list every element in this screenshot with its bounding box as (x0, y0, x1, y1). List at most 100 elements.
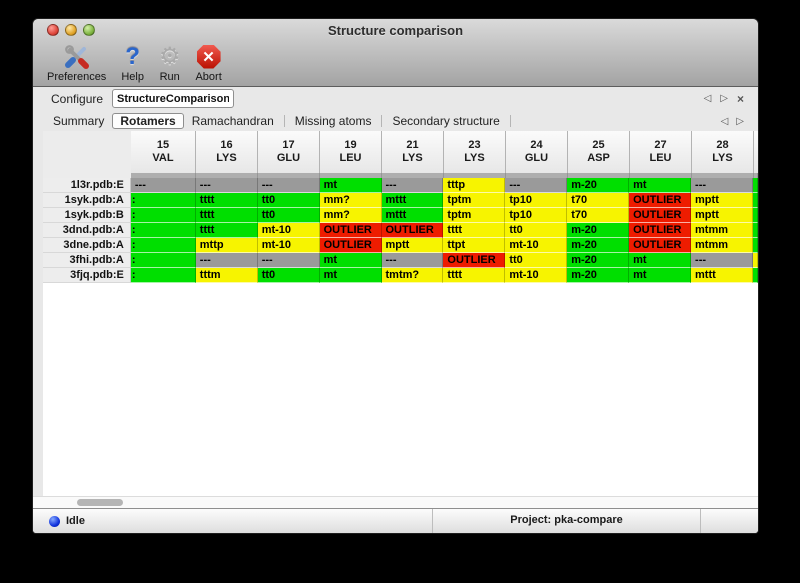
rotamer-cell[interactable]: mt (629, 178, 692, 193)
prev-tab-icon[interactable]: ◁ (720, 115, 729, 127)
rotamer-cell[interactable]: ttpt (443, 238, 506, 253)
rotamer-cell[interactable]: : (130, 193, 196, 208)
rotamer-cell-clipped[interactable] (752, 223, 758, 238)
column-header[interactable]: 19 LEU (320, 131, 382, 173)
column-header[interactable]: 24 GLU (506, 131, 568, 173)
rotamer-cell[interactable]: mttt (381, 193, 444, 208)
rotamer-cell[interactable]: tttt (195, 208, 258, 223)
rotamer-cell-clipped[interactable] (752, 193, 758, 208)
rotamer-cell-clipped[interactable] (752, 208, 758, 223)
rotamer-cell[interactable]: OUTLIER (629, 238, 692, 253)
rotamer-cell[interactable]: OUTLIER (629, 208, 692, 223)
rotamer-cell[interactable]: mm? (319, 193, 382, 208)
rotamer-cell[interactable]: : (130, 253, 196, 268)
rotamer-cell[interactable]: tp10 (505, 208, 568, 223)
rotamer-cell[interactable]: OUTLIER (319, 223, 382, 238)
rotamer-cell[interactable]: mptt (691, 208, 753, 223)
rotamer-cell[interactable]: mt-10 (257, 238, 320, 253)
rotamer-cell[interactable]: mttp (195, 238, 258, 253)
rotamer-cell[interactable]: mt-10 (505, 238, 568, 253)
rotamer-cell[interactable]: mt (319, 253, 382, 268)
run-button[interactable]: ⚙ Run (159, 42, 181, 83)
column-header[interactable]: 23 LYS (444, 131, 506, 173)
rotamer-cell[interactable]: : (130, 223, 196, 238)
column-header[interactable]: 15 VAL (131, 131, 196, 173)
tab-missing-atoms[interactable]: Missing atoms (294, 114, 372, 128)
rotamer-cell[interactable]: mttt (691, 268, 753, 283)
rotamer-cell[interactable]: OUTLIER (443, 253, 506, 268)
rotamer-cell[interactable]: tttt (443, 223, 506, 238)
rotamer-cell[interactable]: OUTLIER (629, 193, 692, 208)
rotamer-cell[interactable]: mt (319, 178, 382, 193)
rotamer-cell[interactable]: t70 (567, 193, 630, 208)
column-header[interactable]: 25 ASP (568, 131, 630, 173)
column-header[interactable]: 27 LEU (630, 131, 692, 173)
rotamer-cell[interactable]: tt0 (505, 223, 568, 238)
rotamer-cell[interactable]: mt-10 (257, 223, 320, 238)
close-configuration-icon[interactable]: × (736, 91, 744, 106)
rotamer-cell-clipped[interactable] (752, 238, 758, 253)
scrollbar-thumb[interactable] (77, 499, 123, 506)
rotamer-cell[interactable]: tt0 (257, 193, 320, 208)
column-header[interactable]: 16 LYS (196, 131, 258, 173)
row-label[interactable]: 3dnd.pdb:A (43, 223, 131, 238)
row-label[interactable]: 3fjq.pdb:E (43, 268, 131, 283)
rotamer-cell[interactable]: : (130, 238, 196, 253)
next-tab-icon[interactable]: ▷ (736, 115, 744, 127)
rotamer-cell[interactable]: tttm (195, 268, 258, 283)
rotamer-cell[interactable]: m-20 (567, 178, 630, 193)
rotamer-cell[interactable]: m-20 (567, 253, 630, 268)
rotamer-cell[interactable]: mtmm (691, 223, 753, 238)
column-header[interactable]: 28 LYS (692, 131, 754, 173)
rotamer-cell[interactable]: tt0 (257, 208, 320, 223)
rotamer-cell[interactable]: OUTLIER (629, 223, 692, 238)
rotamer-cell[interactable]: tp10 (505, 193, 568, 208)
prev-configuration-icon[interactable]: ◁ (703, 93, 712, 104)
configure-name-input[interactable] (112, 89, 235, 108)
rotamer-cell-clipped[interactable] (752, 178, 758, 193)
rotamer-cell[interactable]: mt (319, 268, 382, 283)
rotamer-cell[interactable]: mttt (381, 208, 444, 223)
rotamer-cell[interactable]: tttt (195, 223, 258, 238)
rotamer-cell[interactable]: --- (691, 253, 753, 268)
row-label[interactable]: 1syk.pdb:B (43, 208, 131, 223)
row-label[interactable]: 3dne.pdb:A (43, 238, 131, 253)
row-label[interactable]: 3fhi.pdb:A (43, 253, 131, 268)
rotamer-cell[interactable]: mtmm (691, 238, 753, 253)
rotamer-cell[interactable]: tptm (443, 193, 506, 208)
row-label[interactable]: 1syk.pdb:A (43, 193, 131, 208)
rotamer-cell[interactable]: tttt (195, 193, 258, 208)
rotamer-cell[interactable]: : (130, 208, 196, 223)
row-label[interactable]: 1l3r.pdb:E (43, 178, 131, 193)
tab-secondary-structure[interactable]: Secondary structure (392, 114, 500, 128)
tab-rotamers[interactable]: Rotamers (112, 113, 184, 129)
column-header[interactable]: 17 GLU (258, 131, 320, 173)
rotamer-cell[interactable]: : (130, 268, 196, 283)
rotamer-cell[interactable]: mt (629, 253, 692, 268)
rotamer-cell[interactable]: --- (505, 178, 568, 193)
rotamer-cell[interactable]: tt0 (505, 253, 568, 268)
rotamer-cell[interactable]: --- (691, 178, 753, 193)
tab-summary[interactable]: Summary (53, 114, 105, 128)
rotamer-cell[interactable]: mt-10 (505, 268, 568, 283)
rotamer-cell[interactable]: mptt (691, 193, 753, 208)
rotamer-cell[interactable]: t70 (567, 208, 630, 223)
preferences-button[interactable]: Preferences (47, 42, 106, 83)
rotamer-cell[interactable]: tmtm? (381, 268, 444, 283)
rotamer-cell[interactable]: --- (257, 253, 320, 268)
rotamer-cell[interactable]: tptm (443, 208, 506, 223)
rotamer-cell[interactable]: OUTLIER (319, 238, 382, 253)
close-window-button[interactable] (47, 24, 59, 36)
rotamer-cell[interactable]: tttt (443, 268, 506, 283)
rotamer-cell-clipped[interactable] (752, 253, 758, 268)
rotamer-cell[interactable]: m-20 (567, 238, 630, 253)
rotamer-cell[interactable]: mt (629, 268, 692, 283)
rotamer-cell[interactable]: --- (381, 253, 444, 268)
minimize-window-button[interactable] (65, 24, 77, 36)
titlebar[interactable]: Structure comparison (33, 19, 758, 41)
abort-button[interactable]: ✕ Abort (195, 42, 222, 83)
rotamer-cell[interactable]: --- (381, 178, 444, 193)
rotamer-cell[interactable]: OUTLIER (381, 223, 444, 238)
rotamer-cell-clipped[interactable] (752, 268, 758, 283)
rotamer-cell[interactable]: m-20 (567, 223, 630, 238)
